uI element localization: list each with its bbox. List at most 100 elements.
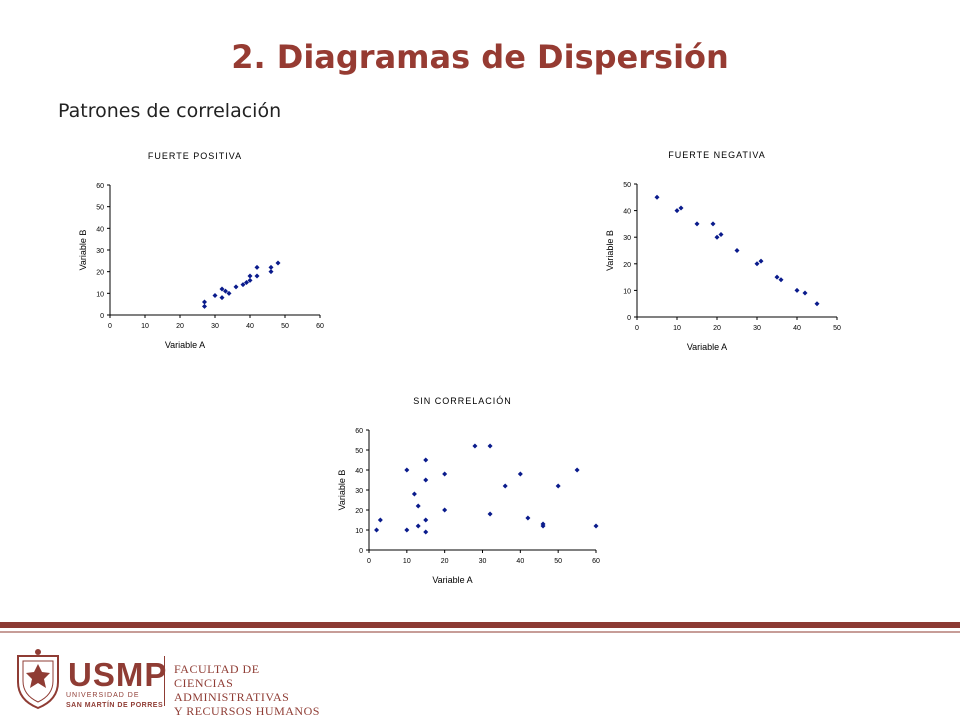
chart-strong-negative: FUERTE NEGATIVA 0 10 20 30 40 50 0 10 20 30 40 50 Var… <box>600 145 850 360</box>
data-point <box>415 523 421 529</box>
chart-title: FUERTE POSITIVA <box>148 151 242 161</box>
data-point <box>718 232 724 238</box>
data-point <box>710 221 716 227</box>
data-point <box>423 477 429 483</box>
x-tick-label: 20 <box>176 323 184 330</box>
data-point <box>694 221 700 227</box>
y-tick-label: 30 <box>355 488 363 495</box>
data-point <box>487 443 493 449</box>
data-point <box>502 483 508 489</box>
data-point <box>593 523 599 529</box>
data-point <box>247 277 253 283</box>
x-tick-label: 40 <box>793 325 801 332</box>
x-tick-label: 10 <box>141 323 149 330</box>
data-point <box>442 471 448 477</box>
y-tick-label: 50 <box>623 182 631 189</box>
y-tick-label: 50 <box>96 205 104 212</box>
y-tick-label: 40 <box>96 226 104 233</box>
data-point <box>517 471 523 477</box>
data-point <box>487 511 493 517</box>
y-tick-label: 0 <box>627 315 631 322</box>
data-point <box>423 517 429 523</box>
y-tick-label: 30 <box>96 248 104 255</box>
footer-divider-thin <box>0 631 960 633</box>
data-point <box>219 295 225 301</box>
data-point <box>654 194 660 200</box>
chart-title: SIN CORRELACIÓN <box>413 396 512 406</box>
chart-svg: SIN CORRELACIÓN 0 10 20 30 40 50 60 0 10 20 30 40 50 6… <box>337 396 600 585</box>
data-point <box>268 269 274 275</box>
data-point <box>774 274 780 280</box>
data-point <box>678 205 684 211</box>
x-tick-label: 50 <box>833 325 841 332</box>
data-point <box>423 457 429 463</box>
usmp-logo: USMP UNIVERSIDAD DE SAN MARTÍN DE PORRES… <box>14 646 334 718</box>
x-tick-label: 10 <box>673 325 681 332</box>
y-tick-label: 20 <box>355 508 363 515</box>
y-tick-label: 30 <box>623 235 631 242</box>
x-tick-label: 0 <box>108 323 112 330</box>
x-tick-label: 30 <box>211 323 219 330</box>
data-point <box>244 280 249 285</box>
slide-subtitle: Patrones de correlación <box>58 100 282 122</box>
data-point <box>525 515 531 521</box>
chart-strong-positive: FUERTE POSITIVA 0 10 20 30 40 50 60 0 10 20 30 40 50 6… <box>70 145 340 360</box>
x-tick-label: 10 <box>403 558 411 565</box>
data-point <box>233 284 239 290</box>
data-point <box>240 282 246 288</box>
y-tick-label: 40 <box>623 209 631 216</box>
y-axis-label: Variable B <box>337 470 347 511</box>
y-tick-label: 10 <box>96 291 104 298</box>
x-tick-label: 20 <box>713 325 721 332</box>
chart-title: FUERTE NEGATIVA <box>668 150 766 160</box>
data-point <box>226 290 232 296</box>
x-tick-label: 0 <box>367 558 371 565</box>
data-point <box>268 264 274 270</box>
data-point <box>674 208 680 214</box>
data-point <box>254 264 260 270</box>
x-tick-label: 40 <box>246 323 254 330</box>
data-point <box>275 260 281 266</box>
data-point <box>758 258 764 264</box>
data-point <box>404 527 410 533</box>
data-point <box>374 527 380 533</box>
data-point <box>202 299 207 305</box>
data-point <box>540 523 546 529</box>
data-point <box>411 491 417 497</box>
data-point <box>814 301 820 307</box>
x-axis-label: Variable A <box>432 575 472 585</box>
data-point <box>415 503 421 509</box>
x-tick-label: 60 <box>592 558 600 565</box>
faculty-line-1: FACULTAD DE <box>174 662 260 676</box>
x-tick-label: 20 <box>441 558 449 565</box>
x-tick-label: 30 <box>479 558 487 565</box>
y-tick-label: 10 <box>623 288 631 295</box>
x-tick-label: 50 <box>281 323 289 330</box>
data-point <box>212 293 218 298</box>
x-tick-label: 50 <box>554 558 562 565</box>
data-point <box>219 286 225 292</box>
data-point <box>247 273 253 279</box>
slide-title: 2. Diagramas de Dispersión <box>231 38 729 76</box>
data-point <box>202 303 207 309</box>
x-axis-label: Variable A <box>687 342 727 352</box>
data-point <box>423 529 429 535</box>
chart-no-correlation: SIN CORRELACIÓN 0 10 20 30 40 50 60 0 10 20 30 40 50 6… <box>330 380 610 595</box>
data-point <box>377 517 383 523</box>
x-axis-label: Variable A <box>165 340 205 350</box>
faculty-name: FACULTAD DE CIENCIAS ADMINISTRATIVAS Y R… <box>174 662 334 718</box>
logo-university-name: SAN MARTÍN DE PORRES <box>66 702 164 709</box>
logo-university: UNIVERSIDAD DE <box>66 692 140 699</box>
data-point <box>404 467 410 473</box>
data-point <box>778 277 784 283</box>
data-point <box>754 261 760 267</box>
y-tick-label: 60 <box>355 428 363 435</box>
y-tick-label: 20 <box>96 270 104 277</box>
y-tick-label: 20 <box>623 262 631 269</box>
y-axis-label: Variable B <box>605 230 615 271</box>
data-point <box>734 248 740 253</box>
data-point <box>442 507 448 513</box>
x-tick-label: 40 <box>516 558 524 565</box>
chart-svg: FUERTE POSITIVA 0 10 20 30 40 50 60 0 10 20 30 40 50 6… <box>78 151 324 350</box>
university-seal-icon <box>17 649 59 710</box>
